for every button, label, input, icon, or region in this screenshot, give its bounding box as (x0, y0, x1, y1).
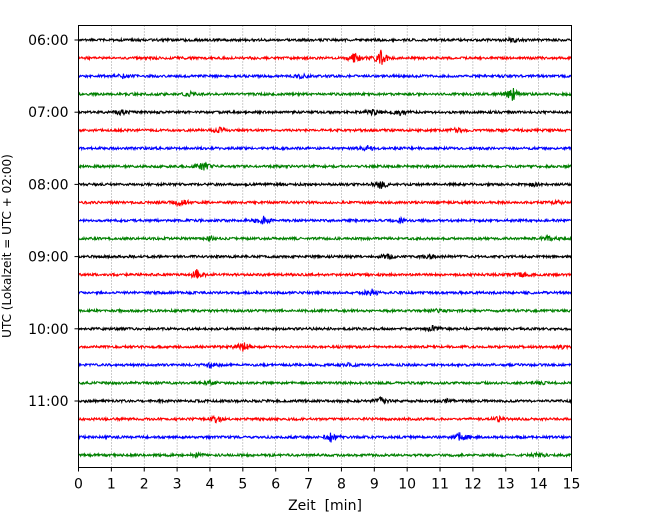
trace-08:00 (77, 180, 572, 189)
x-tick-label-8: 8 (337, 477, 346, 493)
trace-07:30 (78, 144, 573, 152)
trace-09:15 (78, 268, 572, 279)
y-tick-label-11:00: 11:00 (28, 394, 68, 410)
y-tick-label-09:00: 09:00 (28, 250, 68, 266)
trace-06:30 (78, 72, 572, 80)
trace-07:00 (78, 108, 572, 117)
x-tick-label-4: 4 (206, 477, 215, 493)
trace-07:15 (78, 126, 572, 134)
trace-11:45 (78, 450, 572, 459)
x-tick-label-11: 11 (431, 477, 449, 493)
x-tick-label-14: 14 (530, 477, 548, 493)
trace-09:30 (77, 288, 573, 297)
y-axis: 06:00 07:00 08:00 09:00 10:00 11:00 (28, 33, 79, 410)
x-tick-label-9: 9 (370, 477, 379, 493)
trace-08:15 (78, 198, 572, 208)
x-axis-label: Zeit [min] (288, 498, 362, 514)
trace-10:00 (78, 324, 572, 333)
x-axis: 0 1 2 3 4 5 6 7 8 9 10 11 12 13 14 15 (74, 467, 581, 493)
trace-10:45 (78, 378, 573, 387)
trace-10:30 (78, 361, 572, 369)
trace-11:30 (77, 431, 573, 443)
x-tick-label-12: 12 (464, 477, 482, 493)
y-axis-label: UTC (Lokalzeit = UTC + 02:00) (0, 154, 14, 338)
x-tick-label-6: 6 (271, 477, 280, 493)
trace-06:00 (77, 35, 572, 44)
y-tick-label-08:00: 08:00 (28, 177, 68, 193)
x-tick-label-0: 0 (74, 477, 83, 493)
x-tick-label-7: 7 (304, 477, 313, 493)
x-tick-label-5: 5 (238, 477, 247, 493)
y-tick-label-06:00: 06:00 (28, 33, 68, 49)
x-tick-label-13: 13 (497, 477, 515, 493)
trace-10:15 (78, 342, 573, 352)
trace-layer (77, 35, 573, 459)
x-tick-label-15: 15 (563, 477, 581, 493)
trace-11:15 (78, 414, 572, 424)
y-tick-label-07:00: 07:00 (28, 105, 68, 121)
x-tick-label-2: 2 (140, 477, 149, 493)
x-tick-label-1: 1 (107, 477, 116, 493)
trace-07:45 (78, 161, 572, 171)
trace-11:00 (78, 396, 572, 405)
trace-06:45 (78, 87, 572, 101)
trace-06:15 (78, 49, 572, 65)
trace-09:00 (78, 253, 572, 261)
y-tick-label-10:00: 10:00 (28, 322, 68, 338)
x-tick-label-3: 3 (173, 477, 182, 493)
plot-frame (78, 25, 572, 468)
trace-09:45 (78, 307, 572, 315)
x-tick-label-10: 10 (398, 477, 416, 493)
trace-08:45 (77, 233, 573, 243)
trace-08:30 (78, 215, 572, 225)
